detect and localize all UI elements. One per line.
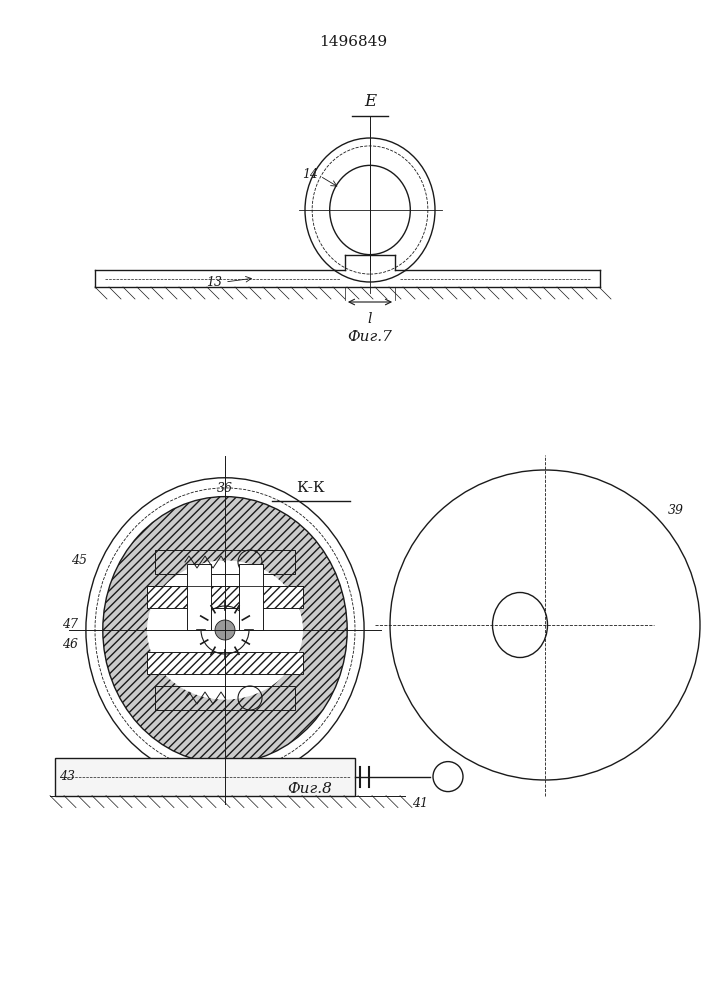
- Text: 41: 41: [412, 797, 428, 810]
- Text: К-К: К-К: [296, 481, 325, 495]
- Bar: [55, 758, 355, 796]
- Text: 45: 45: [71, 554, 87, 566]
- Text: 46: 46: [62, 639, 78, 652]
- Text: Фиг.8: Фиг.8: [288, 782, 332, 796]
- Bar: [155, 550, 295, 574]
- Text: l: l: [368, 312, 373, 326]
- Text: Фиг.7: Фиг.7: [348, 330, 392, 344]
- Text: 36: 36: [217, 482, 233, 495]
- Bar: [147, 586, 303, 608]
- Bar: [147, 652, 303, 674]
- Circle shape: [215, 620, 235, 640]
- Text: 13: 13: [206, 275, 222, 288]
- Ellipse shape: [103, 497, 347, 763]
- Text: 14: 14: [302, 168, 318, 182]
- Bar: [239, 564, 263, 630]
- Text: 43: 43: [59, 770, 75, 783]
- Bar: [187, 564, 211, 630]
- Ellipse shape: [147, 560, 303, 700]
- Bar: [155, 686, 295, 710]
- Text: 47: 47: [62, 618, 78, 632]
- Text: 1496849: 1496849: [319, 35, 387, 49]
- Text: 39: 39: [668, 504, 684, 516]
- Text: E: E: [364, 93, 376, 110]
